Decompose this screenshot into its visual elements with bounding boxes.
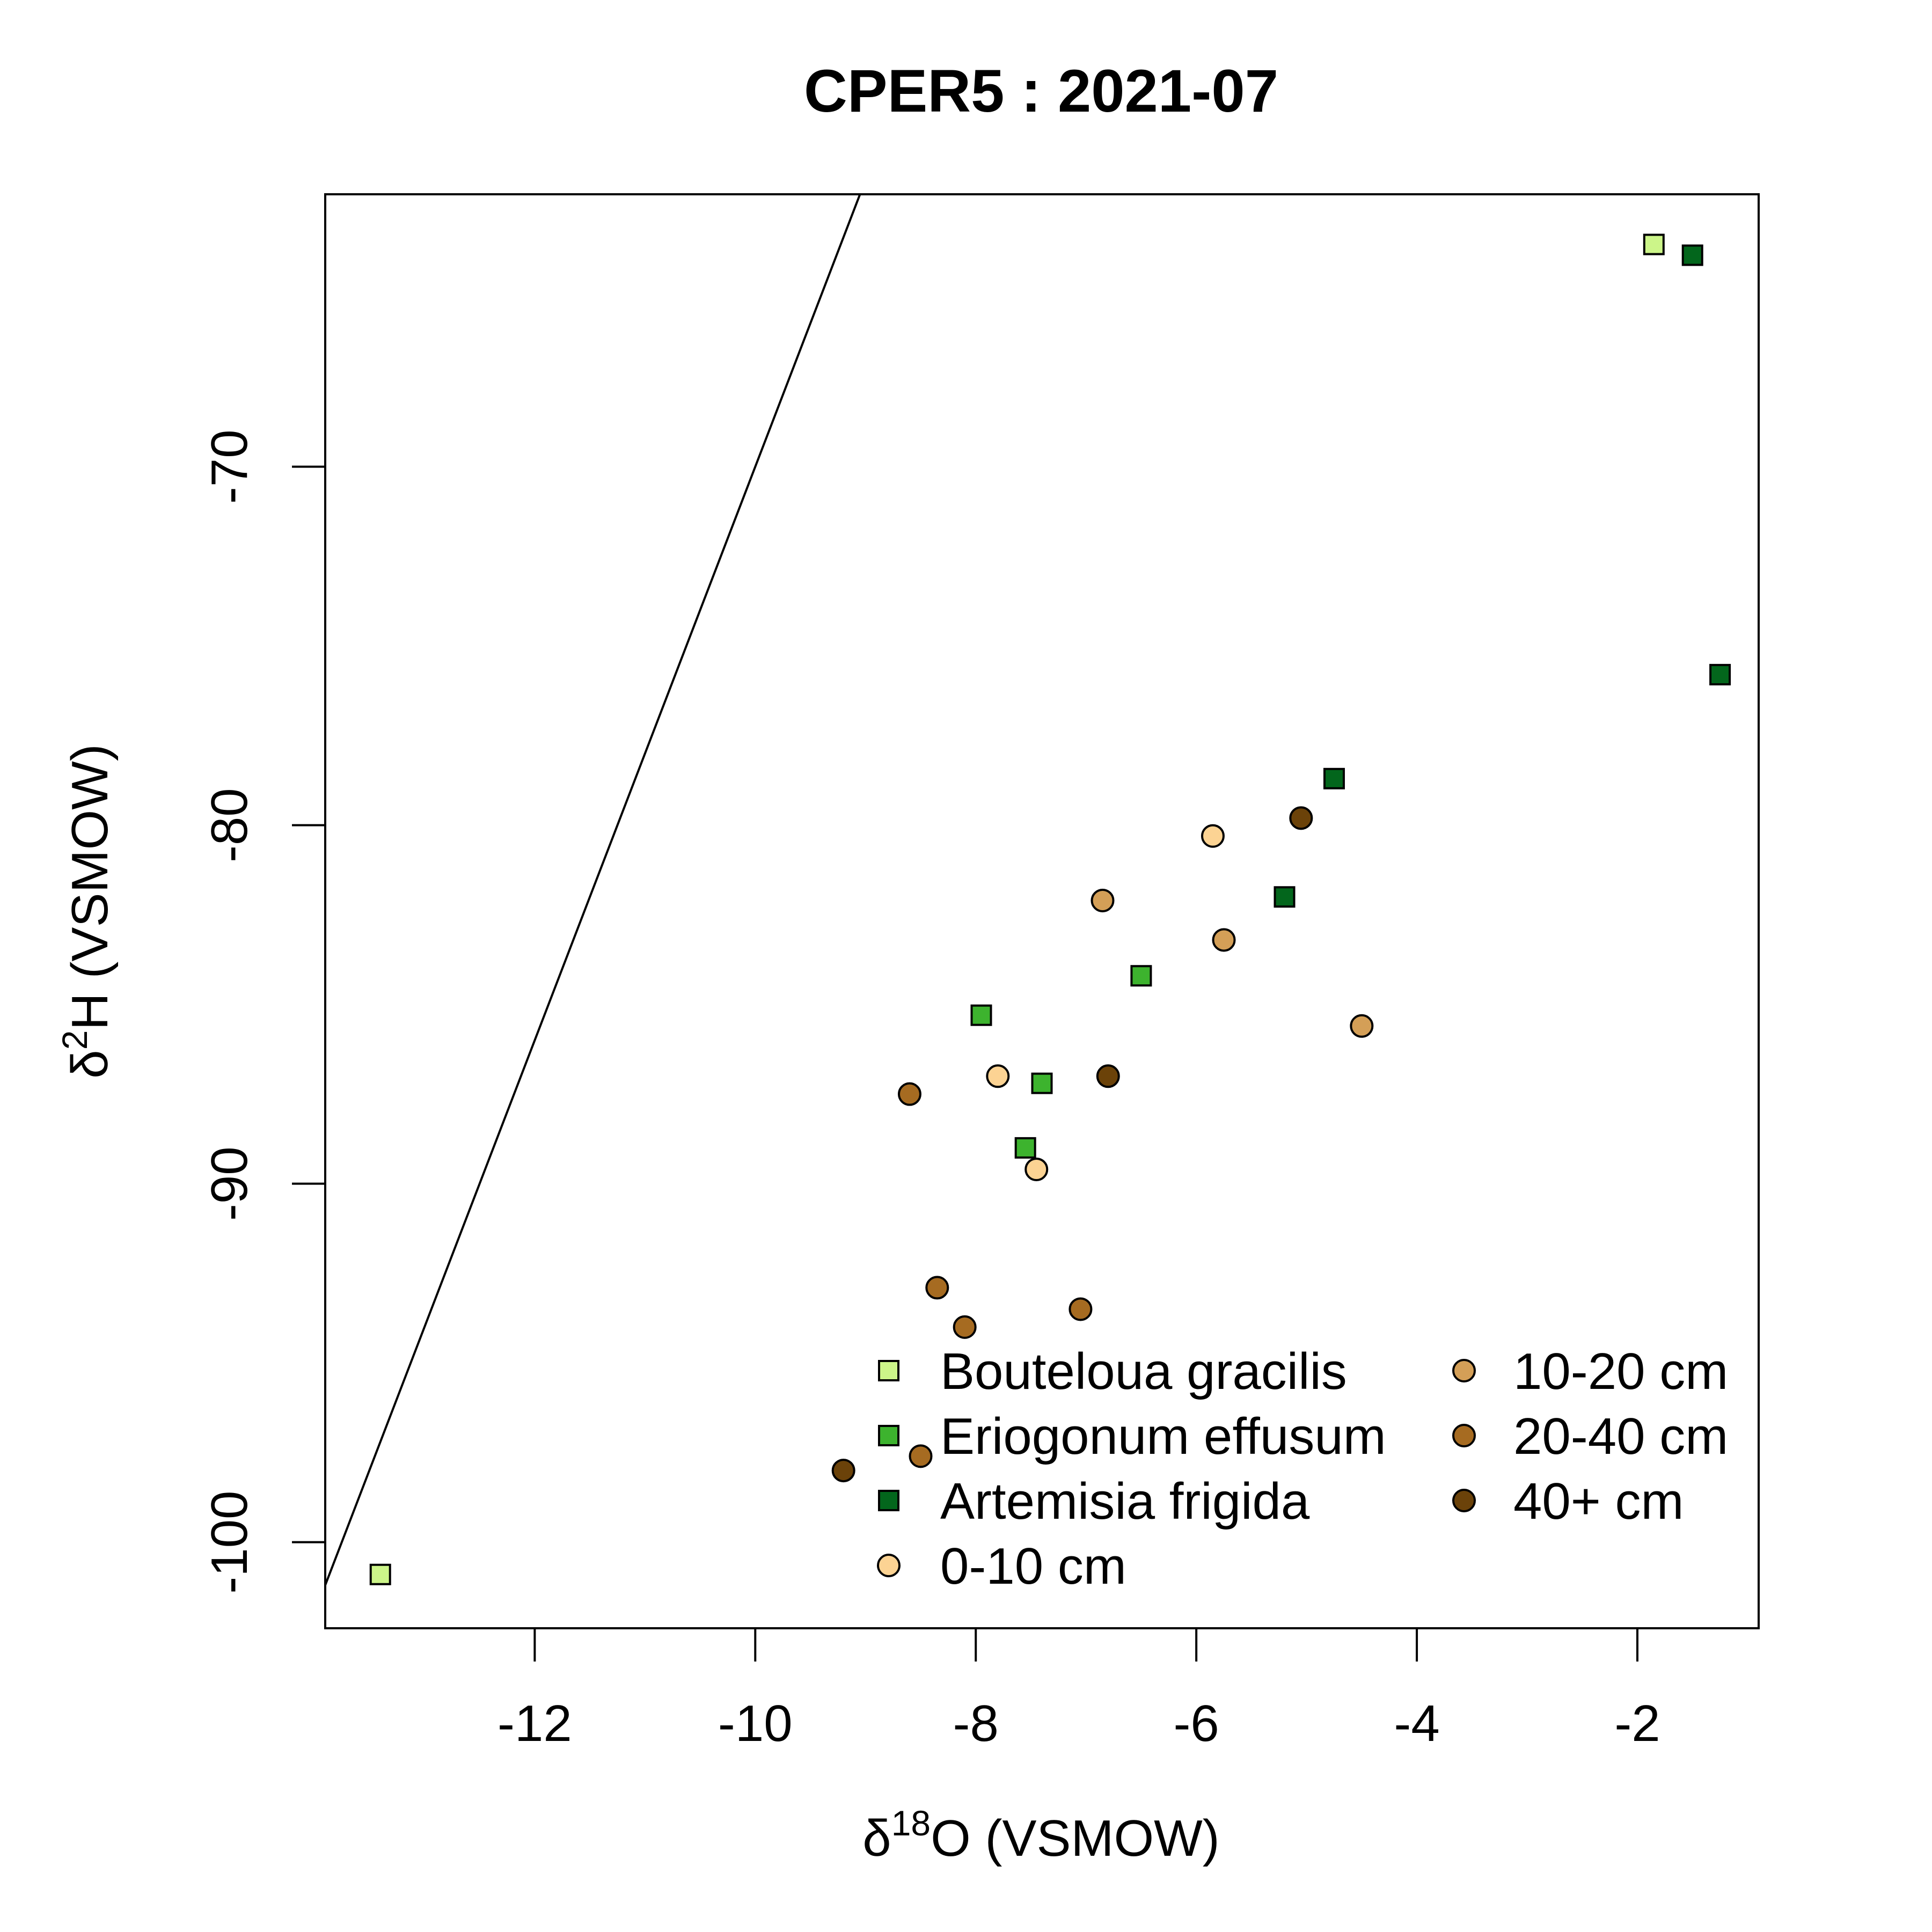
y-axis-label-text: H (VSMOW) bbox=[61, 744, 119, 1030]
reference-line bbox=[325, 194, 861, 1586]
chart-title: CPER5 : 2021-07 bbox=[804, 57, 1278, 125]
x-axis: -12 -10 -8 -6 -4 -2 bbox=[497, 1628, 1660, 1752]
plot-frame bbox=[324, 193, 1760, 1629]
data-point bbox=[1289, 806, 1313, 830]
legend-label: Eriogonum effusum bbox=[940, 1408, 1386, 1465]
x-tick-label: -2 bbox=[1614, 1695, 1660, 1752]
data-point bbox=[1091, 888, 1115, 912]
legend: Bouteloua gracilis Eriogonum effusum Artem… bbox=[877, 1343, 1728, 1595]
data-point bbox=[1709, 664, 1731, 686]
x-tick-label: -8 bbox=[953, 1695, 999, 1752]
legend-symbol bbox=[1452, 1424, 1476, 1447]
x-axis-label-text: O (VSMOW) bbox=[931, 1810, 1220, 1867]
data-point bbox=[369, 1563, 391, 1585]
data-point bbox=[1024, 1157, 1049, 1181]
y-axis-label-delta: δ bbox=[61, 1050, 119, 1078]
data-points bbox=[369, 233, 1731, 1585]
data-point bbox=[1201, 824, 1225, 848]
data-point bbox=[897, 1082, 921, 1106]
data-point bbox=[1031, 1072, 1053, 1094]
data-point bbox=[925, 1276, 949, 1300]
x-axis-label-delta: δ bbox=[862, 1810, 891, 1867]
legend-symbol bbox=[878, 1490, 899, 1511]
data-point bbox=[831, 1459, 855, 1483]
x-axis-label-superscript: 18 bbox=[891, 1803, 931, 1843]
x-tick-label: -6 bbox=[1173, 1695, 1219, 1752]
legend-label: 10-20 cm bbox=[1513, 1343, 1728, 1400]
legend-label: Artemisia frigida bbox=[940, 1473, 1310, 1530]
data-point bbox=[1130, 965, 1152, 987]
y-tick-label: -100 bbox=[201, 1491, 258, 1594]
x-tick-label: -4 bbox=[1394, 1695, 1439, 1752]
plot-region bbox=[325, 194, 1731, 1586]
data-point bbox=[909, 1444, 933, 1468]
data-point bbox=[1323, 767, 1345, 789]
data-point bbox=[1069, 1297, 1093, 1321]
legend-symbol bbox=[1452, 1359, 1476, 1382]
x-axis-label: δ18O (VSMOW) bbox=[862, 1803, 1219, 1867]
legend-symbol bbox=[1452, 1489, 1476, 1512]
legend-label: Bouteloua gracilis bbox=[940, 1343, 1347, 1400]
y-tick-label: -70 bbox=[201, 429, 258, 504]
y-axis-label-superscript: 2 bbox=[55, 1030, 94, 1050]
data-point bbox=[1350, 1014, 1374, 1038]
y-tick-label: -80 bbox=[201, 788, 258, 862]
data-point bbox=[986, 1064, 1010, 1088]
data-point bbox=[1096, 1064, 1120, 1088]
data-point bbox=[1212, 928, 1236, 952]
y-axis-label: δ2H (VSMOW) bbox=[55, 744, 119, 1078]
data-point bbox=[1014, 1137, 1036, 1159]
legend-symbol bbox=[878, 1425, 899, 1446]
data-point bbox=[970, 1004, 992, 1026]
x-tick-label: -10 bbox=[718, 1695, 793, 1752]
x-tick-label: -12 bbox=[497, 1695, 572, 1752]
legend-symbol bbox=[878, 1360, 899, 1381]
legend-label: 40+ cm bbox=[1513, 1473, 1684, 1530]
data-point bbox=[953, 1315, 977, 1339]
y-axis: -100 -90 -80 -70 bbox=[201, 429, 325, 1594]
legend-symbol bbox=[877, 1554, 901, 1577]
y-tick-label: -90 bbox=[201, 1146, 258, 1221]
legend-label: 20-40 cm bbox=[1513, 1408, 1728, 1465]
legend-label: 0-10 cm bbox=[940, 1538, 1126, 1595]
data-point bbox=[1274, 886, 1296, 908]
data-point bbox=[1681, 244, 1703, 266]
data-point bbox=[1643, 233, 1665, 255]
